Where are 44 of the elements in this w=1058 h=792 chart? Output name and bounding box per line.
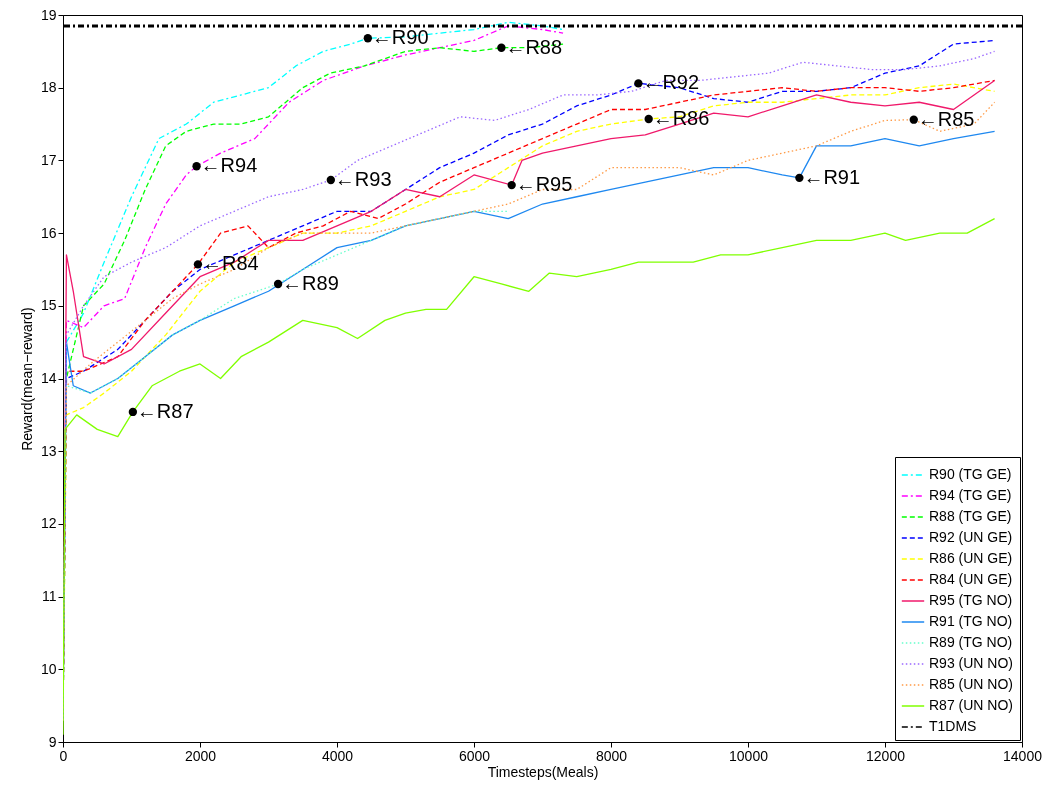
y-tick-label: 18 bbox=[40, 79, 57, 96]
y-axis-title: Reward(mean−reward) bbox=[18, 307, 35, 451]
y-tick-label: 17 bbox=[40, 151, 57, 168]
annotation: ←R87 bbox=[136, 399, 194, 422]
annotation: ←R92 bbox=[642, 71, 700, 94]
annotation: ←R94 bbox=[200, 154, 258, 177]
annotation: ←R90 bbox=[371, 26, 429, 49]
x-tick-label: 2000 bbox=[184, 747, 217, 764]
legend-label: R94 (TG GE) bbox=[929, 487, 1012, 503]
x-tick-label: 14000 bbox=[1003, 747, 1043, 764]
x-tick-label: 8000 bbox=[595, 747, 628, 764]
legend-label: R87 (UN NO) bbox=[929, 697, 1014, 713]
y-tick-label: 9 bbox=[48, 733, 57, 750]
y-tick-label: 16 bbox=[40, 224, 57, 241]
legend-label: R95 (TG NO) bbox=[929, 592, 1013, 608]
y-tick-label: 13 bbox=[40, 442, 57, 459]
annotation: ←R91 bbox=[803, 165, 861, 188]
annotation: ←R93 bbox=[334, 168, 392, 191]
legend-label: R85 (UN NO) bbox=[929, 676, 1014, 692]
y-tick-label: 14 bbox=[40, 370, 57, 386]
x-axis-title: Timesteps(Meals) bbox=[487, 763, 599, 780]
y-tick-label: 15 bbox=[40, 297, 57, 314]
annotation: ←R85 bbox=[917, 107, 975, 130]
annotation: ←R95 bbox=[515, 173, 573, 196]
legend-label: R92 (UN GE) bbox=[929, 529, 1013, 545]
legend-label: R93 (UN NO) bbox=[929, 655, 1014, 671]
x-tick-label: 6000 bbox=[458, 747, 491, 764]
y-tick-label: 19 bbox=[40, 6, 57, 23]
y-tick-label: 10 bbox=[40, 660, 57, 677]
x-tick-label: 0 bbox=[59, 747, 68, 764]
legend-label: R91 (TG NO) bbox=[929, 613, 1013, 629]
annotation: ←R89 bbox=[282, 271, 339, 294]
legend-label: R84 (UN GE) bbox=[929, 571, 1013, 587]
y-tick-label: 12 bbox=[40, 515, 57, 532]
legend-label: T1DMS bbox=[929, 718, 977, 734]
legend-label: R88 (TG GE) bbox=[929, 508, 1012, 524]
annotation: ←R88 bbox=[505, 35, 563, 58]
legend-label: R86 (UN GE) bbox=[929, 550, 1013, 566]
y-tick-label: 11 bbox=[41, 588, 57, 605]
x-tick-label: 4000 bbox=[321, 747, 354, 764]
legend-label: R89 (TG NO) bbox=[929, 634, 1013, 650]
legend-label: R90 (TG GE) bbox=[929, 466, 1012, 482]
x-tick-label: 10000 bbox=[729, 747, 769, 764]
x-tick-label: 12000 bbox=[866, 747, 906, 764]
